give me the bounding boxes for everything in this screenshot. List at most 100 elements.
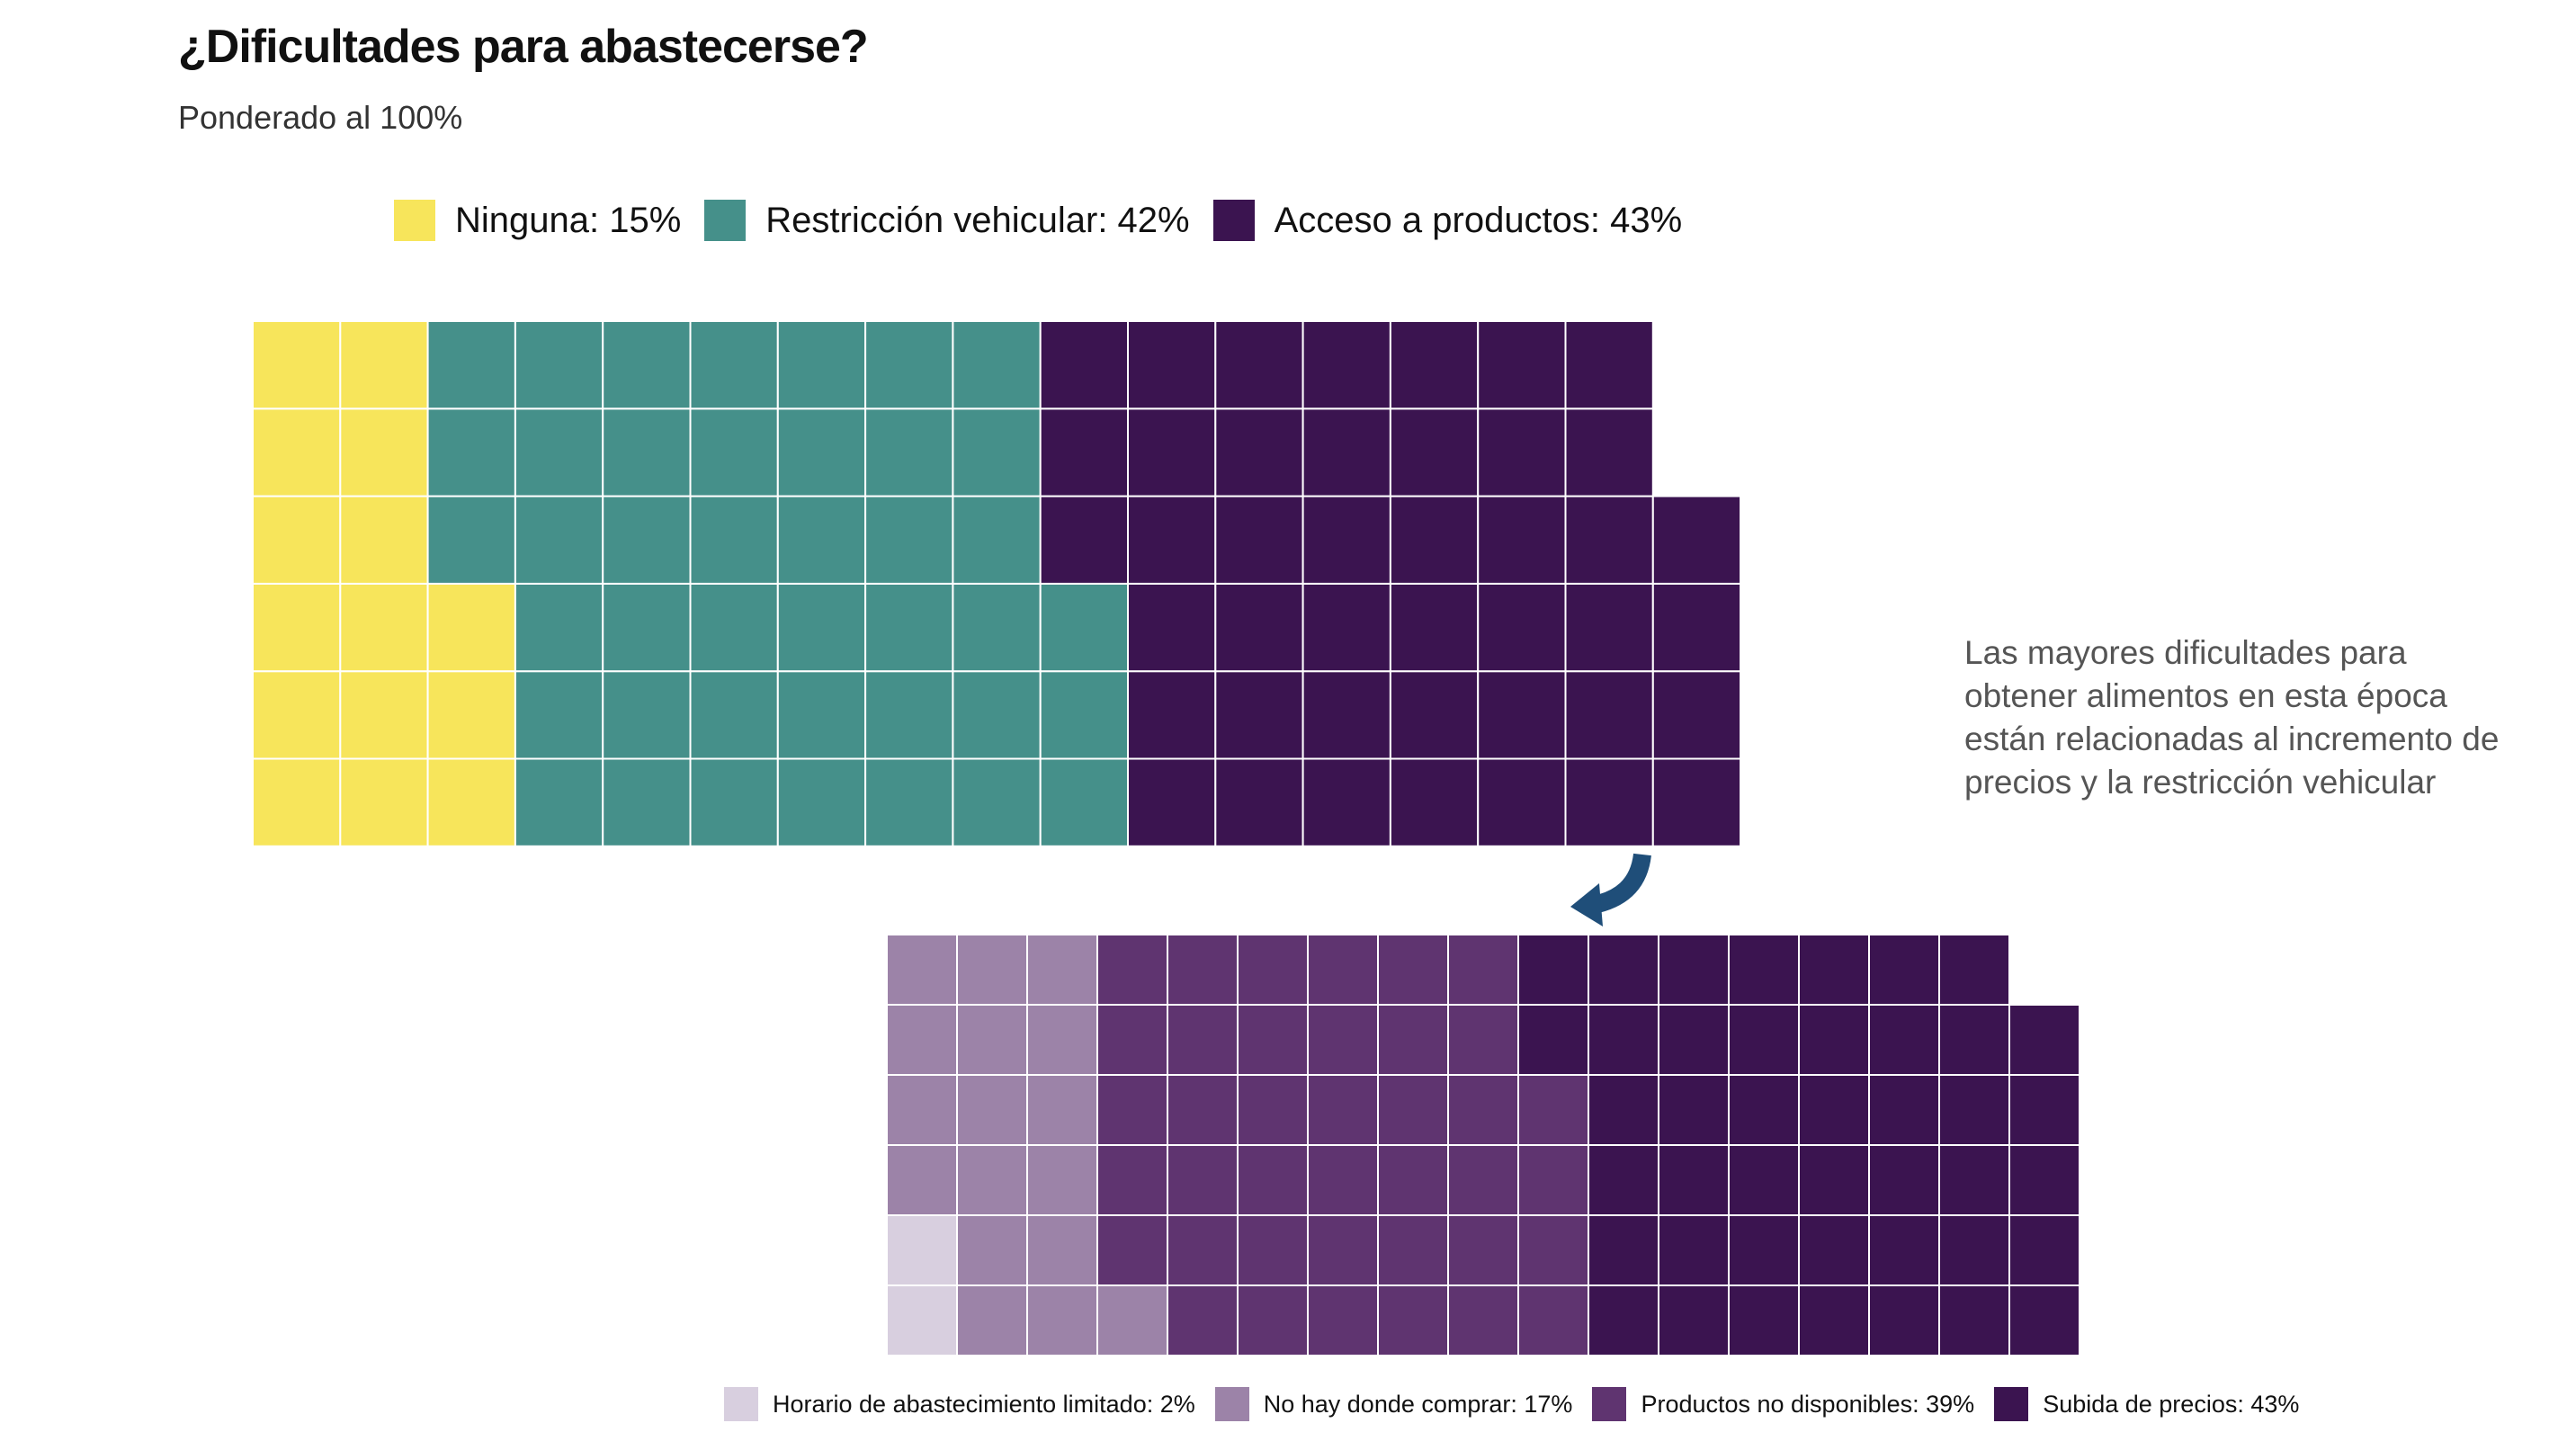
waffle-bottom-cell-series-2 xyxy=(1307,1074,1379,1146)
waffle-top-cell-series-1 xyxy=(602,670,692,760)
waffle-bottom-cell-series-2 xyxy=(1377,1214,1449,1286)
waffle-bottom-cell-series-3 xyxy=(1588,934,1659,1006)
waffle-top-cell-series-1 xyxy=(864,757,954,847)
waffle-bottom-cell-series-2 xyxy=(1377,1004,1449,1076)
waffle-bottom-cell-series-3 xyxy=(1938,934,2010,1006)
waffle-top-cell-series-2 xyxy=(1301,757,1391,847)
waffle-top-cell-series-1 xyxy=(689,407,779,497)
waffle-bottom-cell-series-3 xyxy=(1728,1214,1800,1286)
waffle-top-cell-series-1 xyxy=(776,582,867,673)
curved-arrow-head xyxy=(1570,883,1603,926)
waffle-bottom-cell-series-3 xyxy=(1938,1284,2010,1356)
waffle-bottom-cell-series-0 xyxy=(886,1214,958,1286)
waffle-bottom-cell-series-3 xyxy=(1798,1074,1870,1146)
waffle-top-cell-series-2 xyxy=(1389,495,1480,585)
waffle-bottom-cell-series-3 xyxy=(1658,1284,1730,1356)
waffle-bottom-cell-series-2 xyxy=(1167,1004,1239,1076)
waffle-bottom-cell-series-2 xyxy=(1377,1144,1449,1216)
waffle-bottom-cell-series-1 xyxy=(886,1074,958,1146)
waffle-top-cell-series-2 xyxy=(1389,407,1480,497)
waffle-top-cell-series-2 xyxy=(1564,582,1654,673)
waffle-bottom-cell-series-1 xyxy=(956,1214,1028,1286)
waffle-top-cell-series-1 xyxy=(689,670,779,760)
waffle-top-cell-series-1 xyxy=(602,495,692,585)
waffle-top-cell-series-1 xyxy=(426,320,516,410)
waffle-bottom-cell-series-1 xyxy=(956,1144,1028,1216)
legend-label-acceso-productos: Acceso a productos: 43% xyxy=(1274,200,1683,240)
waffle-top-cell-series-2 xyxy=(1301,582,1391,673)
waffle-top-cell-series-1 xyxy=(689,320,779,410)
waffle-top-cell-series-1 xyxy=(1039,670,1129,760)
waffle-bottom-cell-series-3 xyxy=(1798,934,1870,1006)
waffle-bottom-cell-series-2 xyxy=(1517,1144,1589,1216)
waffle-bottom-cell-series-3 xyxy=(1658,1144,1730,1216)
legend-item-productos-no-disponibles: Productos no disponibles: 39% xyxy=(1592,1387,1994,1421)
waffle-top-cell-series-2 xyxy=(1651,757,1742,847)
waffle-bottom-cell-series-1 xyxy=(1026,1144,1098,1216)
waffle-bottom-cell-series-2 xyxy=(1237,1214,1309,1286)
waffle-top-cell-series-1 xyxy=(1039,757,1129,847)
waffle-bottom-cell-series-2 xyxy=(1307,1144,1379,1216)
legend-top: Ninguna: 15% Restricción vehicular: 42% … xyxy=(394,198,1705,243)
waffle-top-cell-series-1 xyxy=(952,495,1042,585)
legend-swatch-subida-precios xyxy=(1994,1387,2029,1421)
waffle-bottom-cell-series-2 xyxy=(1237,1074,1309,1146)
chart-subtitle: Ponderado al 100% xyxy=(178,99,463,136)
waffle-bottom-cell-series-2 xyxy=(1447,1214,1519,1286)
curved-arrow-shaft xyxy=(1591,853,1651,914)
legend-label-horario: Horario de abastecimiento limitado: 2% xyxy=(773,1390,1195,1418)
waffle-top-cell-series-1 xyxy=(1039,582,1129,673)
waffle-bottom-cell-series-3 xyxy=(1868,1004,1940,1076)
waffle-bottom-cell-series-3 xyxy=(1938,1074,2010,1146)
waffle-top-cell-series-0 xyxy=(252,670,342,760)
chart-title: ¿Dificultades para abastecerse? xyxy=(178,21,869,73)
waffle-bottom-cell-series-2 xyxy=(1096,1214,1168,1286)
waffle-bottom-cell-series-2 xyxy=(1167,1284,1239,1356)
waffle-top-cell-series-1 xyxy=(952,757,1042,847)
waffle-bottom-cell-series-3 xyxy=(1588,1214,1659,1286)
waffle-bottom-cell-series-2 xyxy=(1447,934,1519,1006)
waffle-bottom-cell-series-1 xyxy=(886,1004,958,1076)
waffle-bottom-cell-series-2 xyxy=(1517,1284,1589,1356)
legend-label-subida-precios: Subida de precios: 43% xyxy=(2043,1390,2300,1418)
waffle-bottom-cell-series-3 xyxy=(1658,1214,1730,1286)
waffle-top-cell-series-1 xyxy=(689,757,779,847)
waffle-bottom-cell-series-2 xyxy=(1377,1284,1449,1356)
waffle-top-cell-series-0 xyxy=(426,757,516,847)
waffle-bottom-cell-series-3 xyxy=(1728,1284,1800,1356)
waffle-top-cell-series-2 xyxy=(1389,670,1480,760)
waffle-bottom-cell-series-3 xyxy=(1798,1004,1870,1076)
waffle-top-cell-series-2 xyxy=(1389,582,1480,673)
waffle-bottom-cell-series-3 xyxy=(1588,1074,1659,1146)
waffle-top-cell-series-2 xyxy=(1564,320,1654,410)
waffle-top-cell-series-1 xyxy=(776,757,867,847)
waffle-bottom-cell-series-2 xyxy=(1307,1004,1379,1076)
waffle-bottom-cell-series-2 xyxy=(1447,1284,1519,1356)
legend-item-no-hay-donde-comprar: No hay donde comprar: 17% xyxy=(1214,1387,1593,1421)
waffle-top-cell-series-1 xyxy=(514,757,604,847)
waffle-bottom-cell-series-3 xyxy=(1868,1284,1940,1356)
waffle-top-cell-series-0 xyxy=(252,757,342,847)
legend-label-no-hay-donde-comprar: No hay donde comprar: 17% xyxy=(1263,1390,1573,1418)
legend-item-acceso-productos: Acceso a productos: 43% xyxy=(1212,200,1706,241)
waffle-bottom-cell-series-3 xyxy=(1728,1074,1800,1146)
waffle-bottom-cell-series-1 xyxy=(956,934,1028,1006)
waffle-bottom-cell-series-3 xyxy=(1728,934,1800,1006)
waffle-top-cell-series-2 xyxy=(1651,670,1742,760)
waffle-top-cell-series-1 xyxy=(426,407,516,497)
waffle-bottom-cell-series-2 xyxy=(1447,1074,1519,1146)
legend-swatch-horario xyxy=(724,1387,758,1421)
waffle-bottom-cell-series-2 xyxy=(1167,934,1239,1006)
waffle-bottom-cell-series-3 xyxy=(2008,1144,2080,1216)
waffle-top-cell-series-2 xyxy=(1214,320,1304,410)
waffle-top-cell-series-1 xyxy=(514,320,604,410)
annotation-text: Las mayores dificultades para obtener al… xyxy=(1964,634,2500,801)
waffle-top-cell-series-2 xyxy=(1039,320,1129,410)
waffle-bottom-cell-series-2 xyxy=(1167,1074,1239,1146)
waffle-bottom-cell-series-2 xyxy=(1237,1004,1309,1076)
waffle-top-cell-series-1 xyxy=(426,495,516,585)
waffle-top-cell-series-1 xyxy=(864,495,954,585)
